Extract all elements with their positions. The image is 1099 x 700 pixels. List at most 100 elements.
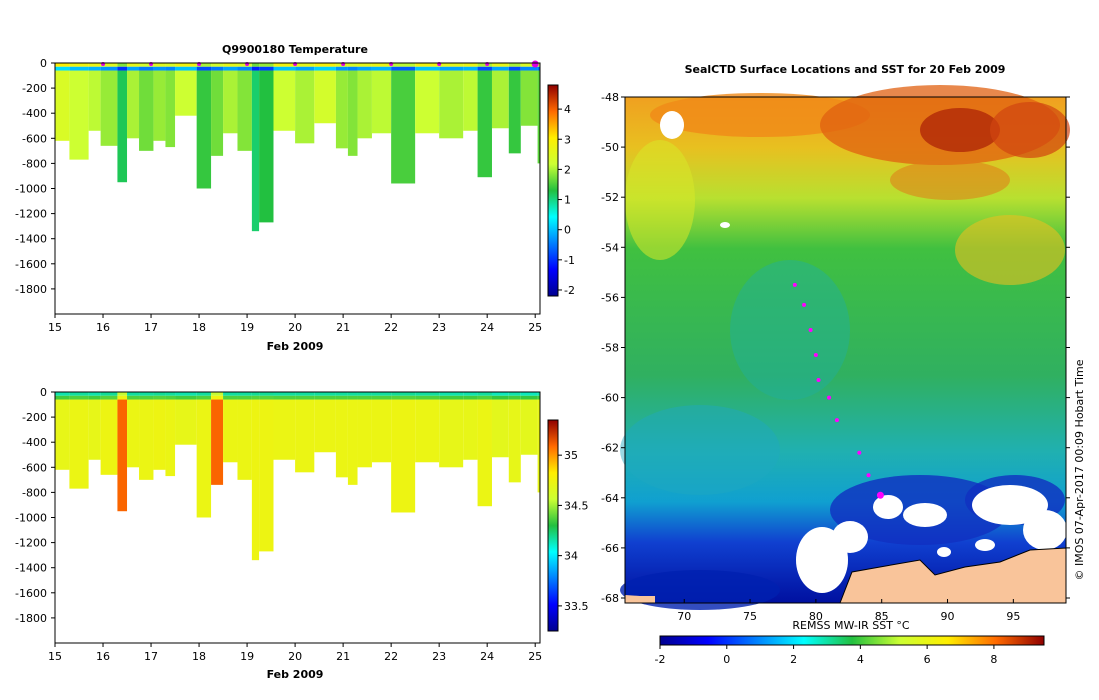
profile-surface-layer bbox=[439, 392, 464, 396]
profile-transition-layer bbox=[100, 395, 118, 400]
x-tick-label: 24 bbox=[480, 650, 494, 663]
map-colorbar-tick-label: 2 bbox=[790, 653, 797, 666]
map-title: SealCTD Surface Locations and SST for 20… bbox=[685, 63, 1006, 76]
profile-transition-layer bbox=[237, 66, 252, 71]
seal-track-point bbox=[813, 353, 818, 358]
lon-tick-label: 90 bbox=[941, 610, 955, 623]
x-tick-label: 20 bbox=[288, 650, 302, 663]
profile-column bbox=[273, 399, 296, 460]
ice-patch bbox=[720, 222, 730, 228]
profile-transition-layer bbox=[259, 66, 274, 71]
lat-tick-label: -56 bbox=[601, 291, 619, 304]
profile-transition-layer bbox=[415, 66, 440, 71]
profile-surface-layer bbox=[127, 63, 140, 67]
profile-column bbox=[357, 70, 372, 139]
y-tick-label: -800 bbox=[22, 157, 47, 170]
profile-surface-layer bbox=[55, 63, 70, 67]
x-tick-label: 19 bbox=[240, 650, 254, 663]
imos-credit: © IMOS 07-Apr-2017 00:09 Hobart Time bbox=[1073, 359, 1086, 580]
seal-track-point bbox=[808, 327, 813, 332]
profile-column bbox=[175, 399, 197, 445]
profile-transition-layer bbox=[175, 66, 197, 71]
profile-surface-layer bbox=[211, 392, 224, 396]
map-frame bbox=[624, 96, 1067, 604]
profile-column bbox=[88, 399, 101, 460]
profile-column bbox=[508, 399, 521, 483]
profile-transition-layer bbox=[295, 66, 315, 71]
profile-transition-layer bbox=[357, 66, 372, 71]
profile-surface-layer bbox=[335, 392, 348, 396]
colorbar-tick-label: 0 bbox=[564, 224, 571, 237]
profile-column bbox=[357, 399, 372, 468]
profile-transition-layer bbox=[463, 66, 478, 71]
profile-transition-layer bbox=[251, 66, 260, 71]
profile-surface-layer bbox=[347, 392, 358, 396]
sst-patch bbox=[955, 215, 1065, 285]
profile-surface-layer bbox=[259, 392, 274, 396]
profile-column bbox=[127, 399, 140, 468]
profile-column bbox=[153, 70, 166, 141]
map-longitude-axis: 70 75 80 85 90 95 bbox=[677, 599, 1020, 623]
profile-column bbox=[237, 399, 252, 480]
seal-track-point bbox=[866, 473, 871, 478]
profile-surface-layer bbox=[508, 392, 521, 396]
temperature-xlabel: Feb 2009 bbox=[267, 340, 324, 353]
profile-column bbox=[491, 399, 509, 458]
profile-transition-layer bbox=[491, 395, 509, 400]
lat-tick-label: -58 bbox=[601, 341, 619, 354]
profile-column bbox=[153, 399, 166, 470]
profile-transition-layer bbox=[88, 66, 101, 71]
seal-track-points bbox=[792, 282, 884, 499]
profile-column bbox=[223, 70, 238, 134]
x-tick-label: 19 bbox=[240, 321, 254, 334]
profile-transition-layer bbox=[520, 66, 538, 71]
profile-transition-layer bbox=[347, 66, 358, 71]
profile-surface-layer bbox=[117, 392, 128, 396]
colorbar-tick-label: 34 bbox=[564, 550, 578, 563]
y-tick-label: -600 bbox=[22, 461, 47, 474]
profile-column bbox=[314, 70, 336, 124]
profile-column bbox=[391, 399, 416, 513]
y-tick-label: -1400 bbox=[15, 562, 47, 575]
y-tick-label: -1000 bbox=[15, 512, 47, 525]
profile-column bbox=[477, 70, 492, 178]
profile-transition-layer bbox=[127, 395, 140, 400]
lat-tick-label: -48 bbox=[601, 91, 619, 104]
profile-surface-layer bbox=[439, 63, 464, 67]
profile-surface-layer bbox=[153, 63, 166, 67]
y-tick-label: -1600 bbox=[15, 258, 47, 271]
profile-surface-layer bbox=[88, 392, 101, 396]
seal-track-point bbox=[827, 395, 832, 400]
x-tick-label: 23 bbox=[432, 650, 446, 663]
profile-column bbox=[165, 70, 176, 148]
map-colorbar-tick-label: -2 bbox=[655, 653, 666, 666]
profile-column bbox=[165, 399, 176, 477]
profile-transition-layer bbox=[139, 66, 154, 71]
x-tick-label: 21 bbox=[336, 321, 350, 334]
ice-patch bbox=[1023, 510, 1067, 550]
profile-surface-layer bbox=[175, 392, 197, 396]
y-tick-label: -800 bbox=[22, 486, 47, 499]
sea-ice-mask bbox=[660, 111, 1067, 593]
profile-transition-layer bbox=[211, 66, 224, 71]
profile-transition-layer bbox=[335, 395, 348, 400]
profile-transition-layer bbox=[391, 395, 416, 400]
colorbar-tick-label: 3 bbox=[564, 133, 571, 146]
profile-column bbox=[196, 70, 212, 189]
map-colorbar-tick-label: 8 bbox=[990, 653, 997, 666]
profile-transition-layer bbox=[196, 66, 212, 71]
profile-surface-layer bbox=[415, 63, 440, 67]
x-tick-label: 20 bbox=[288, 321, 302, 334]
profile-transition-layer bbox=[357, 395, 372, 400]
profile-surface-layer bbox=[223, 63, 238, 67]
profile-column bbox=[223, 399, 238, 463]
profile-transition-layer bbox=[477, 66, 492, 71]
colorbar-tick-label: 33.5 bbox=[564, 600, 589, 613]
salinity-x-axis: 15 16 17 18 19 20 21 22 23 24 25 bbox=[48, 643, 542, 663]
colorbar-tick-label: -1 bbox=[564, 254, 575, 267]
profile-transition-layer bbox=[117, 66, 128, 71]
x-tick-label: 16 bbox=[96, 650, 110, 663]
sst-patch bbox=[990, 102, 1070, 158]
profile-column bbox=[295, 399, 315, 473]
